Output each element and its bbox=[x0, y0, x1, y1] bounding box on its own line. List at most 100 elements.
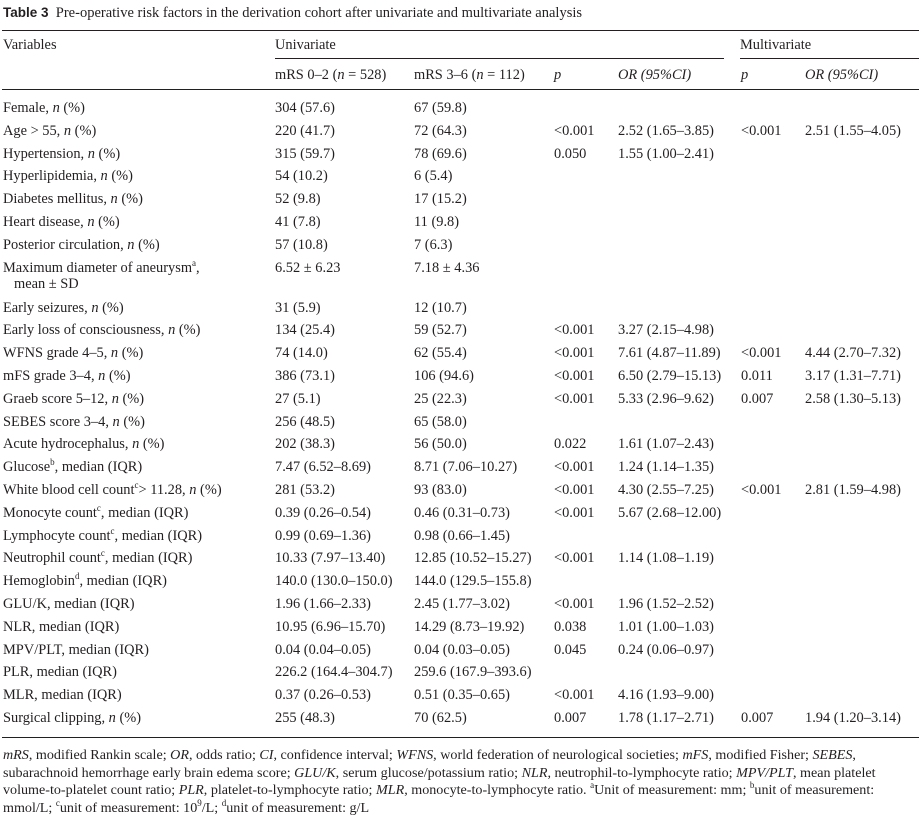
cell-low: 304 (57.6) bbox=[275, 100, 335, 116]
variable-label: Surgical clipping, n (%) bbox=[3, 710, 142, 726]
cell-low: 0.37 (0.26–0.53) bbox=[275, 687, 371, 704]
cell-low: 10.95 (6.96–15.70) bbox=[275, 618, 386, 635]
cell-high: 78 (69.6) bbox=[414, 145, 467, 162]
variable-label: Hyperlipidemia, n (%) bbox=[3, 168, 133, 185]
cell-high: 6 (5.4) bbox=[414, 168, 453, 185]
header-p: p bbox=[554, 67, 562, 83]
variable-label: Monocyte countc, median (IQR) bbox=[3, 502, 189, 521]
cell-mor: 2.51 (1.55–4.05) bbox=[805, 122, 901, 139]
footnote-units: aUnit of measurement: mm; bunit of measu… bbox=[3, 780, 875, 816]
cell-or: 1.96 (1.52–2.52) bbox=[618, 596, 714, 612]
cell-p: <0.001 bbox=[554, 390, 595, 407]
cell-high: 62 (55.4) bbox=[414, 345, 467, 362]
variable-label: MPV/PLT, median (IQR) bbox=[3, 641, 149, 658]
cell-low: 31 (5.9) bbox=[275, 299, 321, 316]
cell-or: 4.16 (1.93–9.00) bbox=[618, 687, 714, 704]
variable-label: Hypertension, n (%) bbox=[3, 145, 121, 162]
cell-p: 0.022 bbox=[554, 436, 587, 453]
cell-high: 93 (83.0) bbox=[414, 482, 467, 498]
cell-p: <0.001 bbox=[554, 459, 595, 476]
cell-high: 72 (64.3) bbox=[414, 122, 467, 139]
cell-high: 0.46 (0.31–0.73) bbox=[414, 504, 510, 521]
variable-label: Lymphocyte countc, median (IQR) bbox=[3, 525, 203, 544]
cell-low: 0.99 (0.69–1.36) bbox=[275, 527, 371, 544]
cell-low: 226.2 (164.4–304.7) bbox=[275, 664, 393, 681]
variable-label: Graeb score 5–12, n (%) bbox=[3, 390, 145, 407]
cell-low: 41 (7.8) bbox=[275, 214, 321, 230]
cell-mp: <0.001 bbox=[741, 122, 782, 139]
cell-p: 0.007 bbox=[554, 710, 587, 726]
variable-label: White blood cell countc> 11.28, n (%) bbox=[3, 480, 222, 499]
cell-high: 12 (10.7) bbox=[414, 299, 467, 316]
cell-p: <0.001 bbox=[554, 368, 595, 384]
variable-label: PLR, median (IQR) bbox=[3, 664, 117, 681]
cell-or: 1.14 (1.08–1.19) bbox=[618, 550, 714, 567]
multivariate-rule bbox=[740, 58, 919, 59]
cell-high: 59 (52.7) bbox=[414, 322, 467, 339]
cell-or: 1.61 (1.07–2.43) bbox=[618, 436, 714, 453]
cell-low: 0.39 (0.26–0.54) bbox=[275, 504, 371, 521]
variable-label: Age > 55, n (%) bbox=[3, 122, 97, 139]
variable-label: Neutrophil countc, median (IQR) bbox=[3, 548, 193, 567]
cell-high: 11 (9.8) bbox=[414, 214, 460, 230]
cell-low: 386 (73.1) bbox=[275, 368, 335, 384]
cell-p: 0.038 bbox=[554, 618, 587, 635]
cell-low: 256 (48.5) bbox=[275, 413, 335, 430]
cell-or: 4.30 (2.55–7.25) bbox=[618, 482, 714, 498]
cell-mor: 2.58 (1.30–5.13) bbox=[805, 390, 901, 407]
cell-mor: 1.94 (1.20–3.14) bbox=[805, 710, 901, 726]
cell-low: 140.0 (130.0–150.0) bbox=[275, 573, 393, 590]
header-mrs-high: mRS 3–6 (n = 112) bbox=[414, 67, 525, 83]
header-multivariate: Multivariate bbox=[740, 37, 812, 53]
cell-low: 315 (59.7) bbox=[275, 145, 335, 162]
cell-high: 106 (94.6) bbox=[414, 368, 474, 384]
cell-low: 10.33 (7.97–13.40) bbox=[275, 550, 386, 567]
header-p-multi: p bbox=[741, 67, 749, 83]
cell-or: 1.24 (1.14–1.35) bbox=[618, 459, 714, 476]
cell-high: 0.98 (0.66–1.45) bbox=[414, 527, 510, 544]
cell-p: <0.001 bbox=[554, 322, 595, 339]
cell-p: 0.045 bbox=[554, 641, 587, 658]
cell-low: 7.47 (6.52–8.69) bbox=[275, 459, 371, 476]
cell-or: 1.01 (1.00–1.03) bbox=[618, 618, 714, 635]
cell-high: 56 (50.0) bbox=[414, 436, 467, 453]
cell-high: 17 (15.2) bbox=[414, 191, 467, 208]
cell-low: 281 (53.2) bbox=[275, 482, 335, 498]
variable-label: Female, n (%) bbox=[3, 100, 85, 116]
footnote-abbreviations: mRS, modified Rankin scale; OR, odds rat… bbox=[3, 747, 876, 799]
cell-mor: 3.17 (1.31–7.71) bbox=[805, 368, 901, 384]
cell-mp: 0.007 bbox=[741, 390, 774, 407]
cell-p: <0.001 bbox=[554, 550, 595, 567]
cell-high: 259.6 (167.9–393.6) bbox=[414, 664, 532, 681]
cell-high: 65 (58.0) bbox=[414, 413, 467, 430]
variable-label: WFNS grade 4–5, n (%) bbox=[3, 345, 144, 362]
cell-or: 1.78 (1.17–2.71) bbox=[618, 710, 714, 726]
cell-high: 0.51 (0.35–0.65) bbox=[414, 687, 510, 704]
header-bottom-rule bbox=[2, 89, 919, 90]
cell-or: 3.27 (2.15–4.98) bbox=[618, 322, 714, 339]
header-or-ci-multi: OR (95%CI) bbox=[805, 67, 879, 83]
cell-low: 1.96 (1.66–2.33) bbox=[275, 596, 371, 612]
variable-label: Glucoseb, median (IQR) bbox=[3, 457, 143, 476]
cell-low: 134 (25.4) bbox=[275, 322, 335, 339]
variable-label: MLR, median (IQR) bbox=[3, 687, 122, 704]
cell-p: <0.001 bbox=[554, 596, 595, 612]
cell-p: <0.001 bbox=[554, 687, 595, 704]
cell-low: 54 (10.2) bbox=[275, 168, 328, 185]
cell-low: 255 (48.3) bbox=[275, 710, 335, 726]
table-top-rule bbox=[2, 30, 919, 31]
cell-mp: <0.001 bbox=[741, 345, 782, 362]
variable-label: Diabetes mellitus, n (%) bbox=[3, 191, 143, 208]
cell-or: 6.50 (2.79–15.13) bbox=[618, 368, 722, 384]
cell-mor: 4.44 (2.70–7.32) bbox=[805, 345, 901, 362]
variable-label: Posterior circulation, n (%) bbox=[3, 236, 160, 253]
cell-high: 2.45 (1.77–3.02) bbox=[414, 596, 510, 612]
cell-high: 25 (22.3) bbox=[414, 390, 467, 407]
header-mrs-low: mRS 0–2 (n = 528) bbox=[275, 67, 387, 83]
cell-mp: <0.001 bbox=[741, 482, 782, 498]
cell-or: 0.24 (0.06–0.97) bbox=[618, 641, 714, 658]
cell-high: 14.29 (8.73–19.92) bbox=[414, 618, 525, 635]
cell-p: <0.001 bbox=[554, 504, 595, 521]
cell-or: 2.52 (1.65–3.85) bbox=[618, 122, 714, 139]
table-footnote: mRS, modified Rankin scale; OR, odds rat… bbox=[3, 747, 915, 817]
